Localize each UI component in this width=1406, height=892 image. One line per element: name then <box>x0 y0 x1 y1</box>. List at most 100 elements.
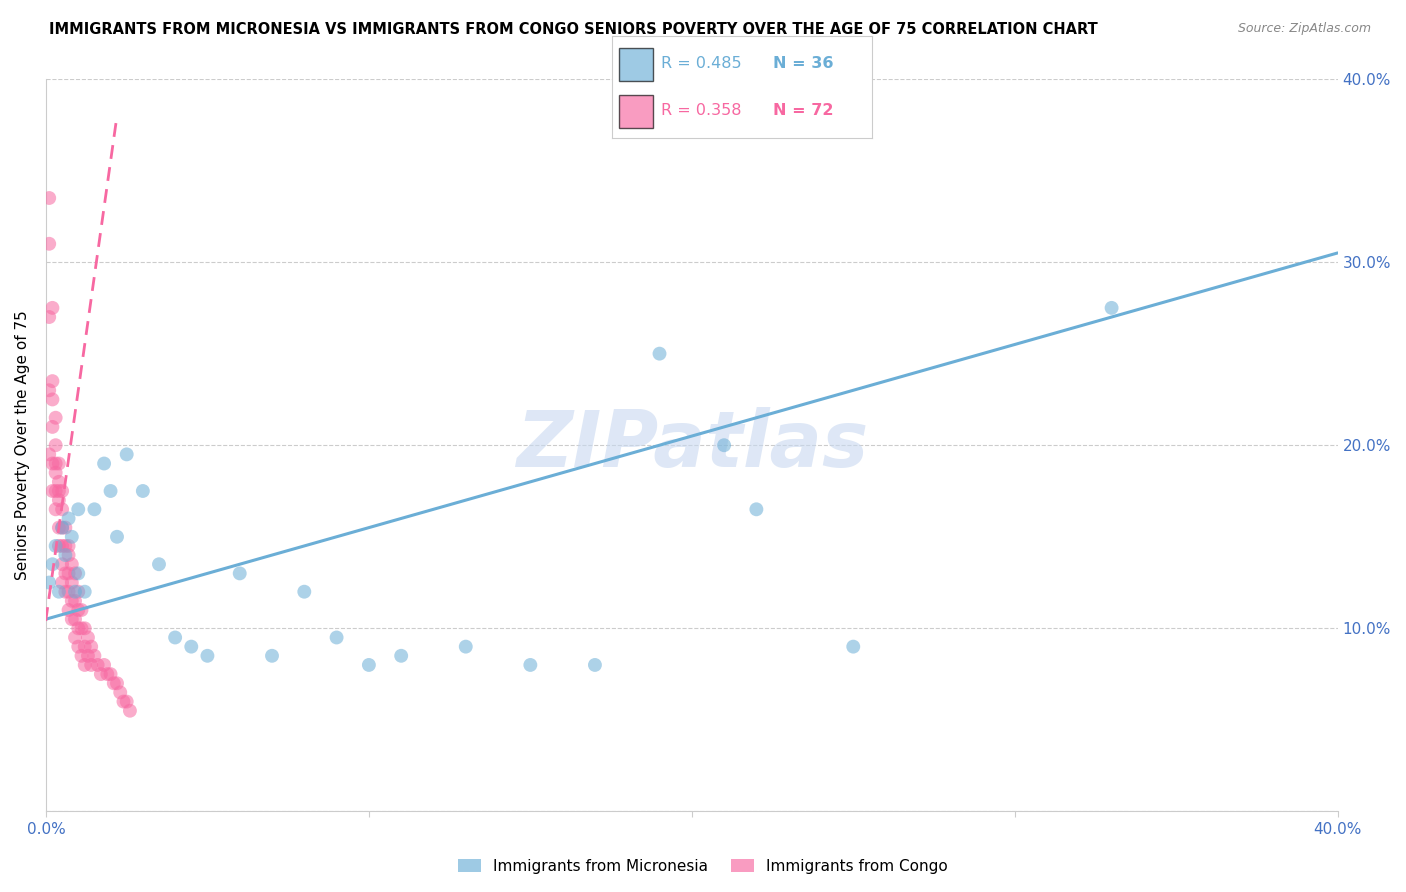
FancyBboxPatch shape <box>620 95 654 128</box>
Point <box>73 657 96 672</box>
Point <box>228 566 250 581</box>
Point <box>53 584 76 599</box>
Point <box>60 594 83 608</box>
Point <box>63 612 86 626</box>
Point <box>70 648 93 663</box>
Point <box>80 640 103 654</box>
Point <box>165 631 187 645</box>
Point <box>70 603 93 617</box>
Point <box>53 520 76 534</box>
Point <box>38 310 60 324</box>
Point <box>70 621 93 635</box>
Point <box>519 657 541 672</box>
Point <box>41 457 63 471</box>
Point <box>58 603 80 617</box>
Point <box>93 457 115 471</box>
Point <box>103 676 125 690</box>
Text: R = 0.485: R = 0.485 <box>661 56 741 71</box>
Point <box>112 695 135 709</box>
Point <box>63 594 86 608</box>
Point <box>73 621 96 635</box>
Point <box>67 502 90 516</box>
Point <box>80 657 103 672</box>
Point <box>357 657 380 672</box>
Point <box>41 392 63 407</box>
Point <box>77 631 100 645</box>
Point <box>58 548 80 562</box>
Point <box>45 539 67 553</box>
Point <box>105 530 128 544</box>
Point <box>48 584 70 599</box>
Point <box>51 520 73 534</box>
Point <box>45 438 67 452</box>
Point <box>45 502 67 516</box>
Point <box>60 575 83 590</box>
Point <box>58 511 80 525</box>
Point <box>41 301 63 315</box>
Point <box>132 483 155 498</box>
Point <box>48 475 70 489</box>
Point <box>38 575 60 590</box>
Point <box>105 676 128 690</box>
Point <box>48 520 70 534</box>
Point <box>648 346 671 360</box>
Point <box>115 447 138 461</box>
Point <box>842 640 865 654</box>
Point <box>83 648 105 663</box>
Point <box>67 621 90 635</box>
Point <box>48 457 70 471</box>
Point <box>53 539 76 553</box>
Point <box>41 558 63 572</box>
Point <box>53 548 76 562</box>
Y-axis label: Seniors Poverty Over the Age of 75: Seniors Poverty Over the Age of 75 <box>15 310 30 580</box>
Point <box>115 695 138 709</box>
Point <box>73 584 96 599</box>
Point <box>51 502 73 516</box>
Point <box>41 420 63 434</box>
Point <box>58 584 80 599</box>
Point <box>110 685 132 699</box>
Point <box>389 648 412 663</box>
Point <box>148 558 170 572</box>
Point <box>45 483 67 498</box>
Point <box>100 667 122 681</box>
Point <box>38 236 60 251</box>
Point <box>53 566 76 581</box>
Point <box>73 640 96 654</box>
Point <box>51 558 73 572</box>
Point <box>41 483 63 498</box>
Point <box>325 631 347 645</box>
Point <box>63 584 86 599</box>
Point <box>260 648 283 663</box>
Legend: Immigrants from Micronesia, Immigrants from Congo: Immigrants from Micronesia, Immigrants f… <box>451 853 955 880</box>
Point <box>86 657 108 672</box>
Point <box>63 566 86 581</box>
Point <box>67 603 90 617</box>
Text: ZIPatlas: ZIPatlas <box>516 408 868 483</box>
Point <box>454 640 477 654</box>
Point <box>60 530 83 544</box>
Point <box>583 657 606 672</box>
Point <box>180 640 202 654</box>
Point <box>83 502 105 516</box>
Point <box>45 457 67 471</box>
Point <box>96 667 118 681</box>
Point <box>51 575 73 590</box>
Point <box>48 539 70 553</box>
Text: N = 72: N = 72 <box>773 103 834 118</box>
Point <box>1101 301 1123 315</box>
Point <box>745 502 768 516</box>
Point <box>51 539 73 553</box>
Text: Source: ZipAtlas.com: Source: ZipAtlas.com <box>1237 22 1371 36</box>
Point <box>51 520 73 534</box>
Point <box>41 374 63 388</box>
Text: N = 36: N = 36 <box>773 56 834 71</box>
Point <box>38 447 60 461</box>
Point <box>118 704 141 718</box>
Point <box>45 410 67 425</box>
Point <box>58 566 80 581</box>
Point <box>45 466 67 480</box>
Point <box>67 584 90 599</box>
Point <box>48 493 70 508</box>
Text: R = 0.358: R = 0.358 <box>661 103 741 118</box>
